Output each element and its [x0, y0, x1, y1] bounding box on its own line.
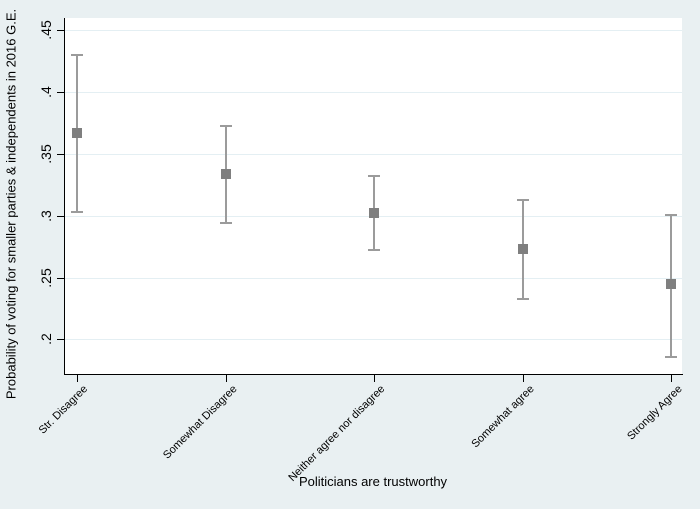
y-tick-label: .35	[38, 144, 54, 164]
x-axis-tick	[523, 375, 524, 382]
x-axis-tick	[226, 375, 227, 382]
y-gridline	[65, 339, 682, 340]
confidence-interval-upper-cap	[517, 199, 529, 201]
y-gridline	[65, 92, 682, 93]
y-gridline	[65, 154, 682, 155]
confidence-interval-upper-cap	[220, 125, 232, 127]
x-tick-label: Str. Disagree	[37, 383, 91, 437]
y-tick-label: .2	[38, 333, 54, 345]
y-axis-line	[64, 18, 65, 375]
y-axis-tick	[57, 30, 64, 31]
confidence-interval-lower-cap	[665, 356, 677, 358]
point-estimate-marker	[369, 208, 379, 218]
y-tick-label: .3	[38, 210, 54, 222]
point-estimate-marker	[518, 244, 528, 254]
y-tick-label: .4	[38, 86, 54, 98]
y-tick-label: .25	[38, 268, 54, 288]
x-axis-line	[64, 374, 683, 375]
y-axis-tick	[57, 278, 64, 279]
y-gridline	[65, 30, 682, 31]
x-tick-label: Strongly Agree	[624, 383, 685, 443]
confidence-interval-upper-cap	[71, 54, 83, 56]
x-tick-label: Neither agree nor disagree	[286, 383, 388, 485]
point-estimate-marker	[666, 279, 676, 289]
y-gridline	[65, 278, 682, 279]
y-axis-tick	[57, 92, 64, 93]
y-axis-tick	[57, 154, 64, 155]
confidence-interval-upper-cap	[665, 214, 677, 216]
point-estimate-marker	[72, 128, 82, 138]
x-axis-title: Politicians are trustworthy	[298, 474, 448, 489]
confidence-interval-lower-cap	[71, 211, 83, 213]
point-estimate-marker	[221, 169, 231, 179]
confidence-interval-upper-cap	[368, 175, 380, 177]
y-axis-title: Probability of voting for smaller partie…	[3, 8, 19, 400]
confidence-interval-lower-cap	[220, 222, 232, 224]
y-axis-tick	[57, 339, 64, 340]
x-axis-tick	[671, 375, 672, 382]
confidence-interval-lower-cap	[517, 298, 529, 300]
x-tick-label: Somewhat Disagree	[160, 383, 240, 462]
confidence-interval-lower-cap	[368, 249, 380, 251]
y-tick-label: .45	[38, 20, 54, 40]
x-axis-tick	[374, 375, 375, 382]
x-axis-tick	[77, 375, 78, 382]
y-axis-tick	[57, 216, 64, 217]
x-tick-label: Somewhat agree	[469, 383, 537, 451]
